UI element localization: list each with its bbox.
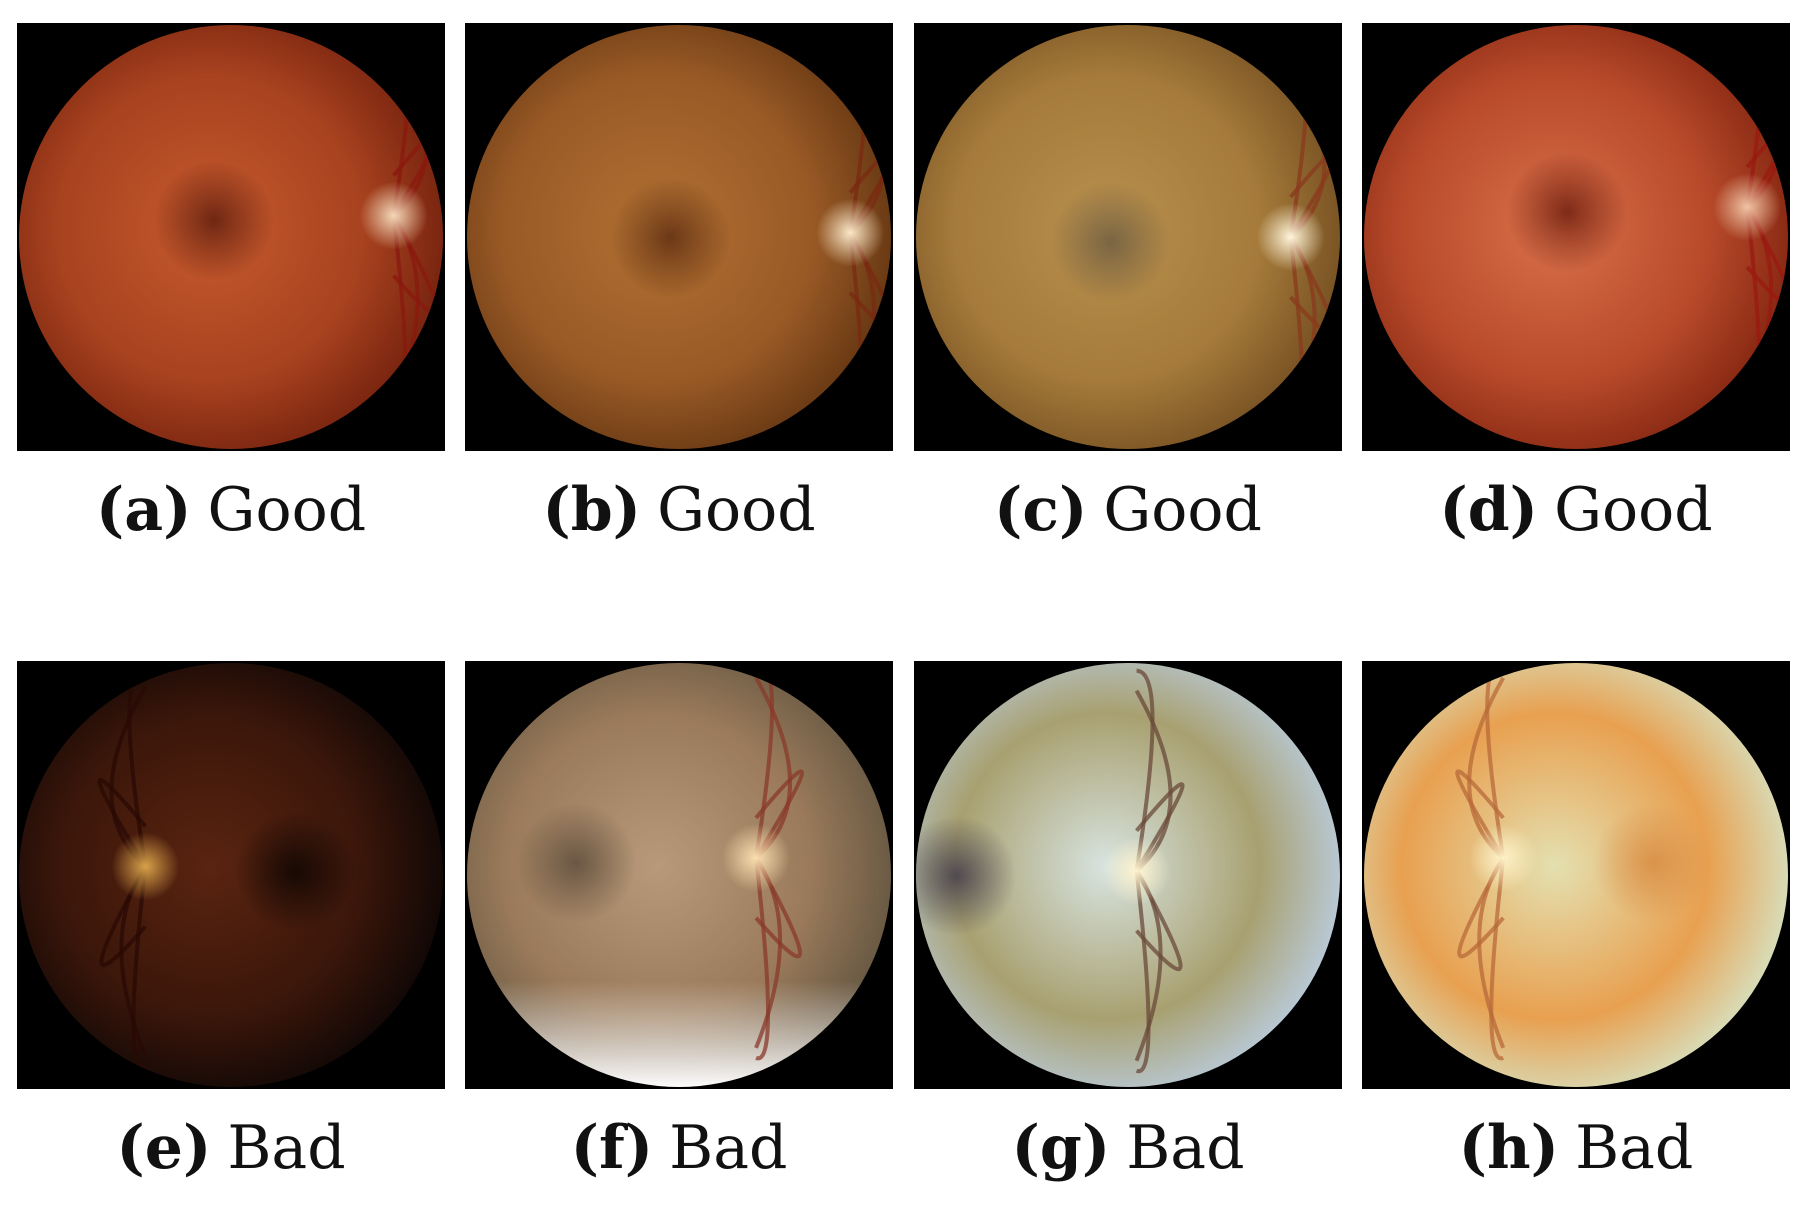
panel: (c) Good	[914, 23, 1342, 545]
panel-label: Bad	[227, 1113, 346, 1183]
fundus-image	[17, 661, 445, 1089]
panel-label: Good	[657, 475, 816, 545]
panel-label: Good	[207, 475, 367, 545]
fundus-image	[465, 23, 893, 451]
caption: (f) Bad	[425, 1113, 933, 1183]
panel-tag: (e)	[116, 1113, 212, 1183]
fundus-image	[17, 23, 445, 451]
fundus-image	[1362, 23, 1790, 451]
fundus-image	[465, 661, 893, 1089]
caption: (d) Good	[1322, 475, 1802, 545]
panel-tag: (g)	[1011, 1113, 1111, 1183]
caption: (b) Good	[425, 475, 933, 545]
panel-label: Bad	[669, 1113, 788, 1183]
fundus-image	[1362, 661, 1790, 1089]
panel-label: Good	[1554, 475, 1713, 545]
panel: (f) Bad	[465, 661, 893, 1183]
panel-label: Good	[1103, 475, 1262, 545]
panel: (b) Good	[465, 23, 893, 545]
caption: (a) Good	[0, 475, 485, 545]
panel-label: Bad	[1575, 1113, 1694, 1183]
caption: (h) Bad	[1322, 1113, 1802, 1183]
caption: (c) Good	[874, 475, 1382, 545]
panel: (g) Bad	[914, 661, 1342, 1183]
panel-label: Bad	[1126, 1113, 1245, 1183]
panel: (a) Good	[17, 23, 445, 545]
panel-tag: (b)	[542, 475, 642, 545]
fundus-image	[914, 23, 1342, 451]
panel-tag: (h)	[1458, 1113, 1560, 1183]
panel-tag: (a)	[95, 475, 192, 545]
panel: (h) Bad	[1362, 661, 1790, 1183]
caption: (e) Bad	[0, 1113, 485, 1183]
caption: (g) Bad	[874, 1113, 1382, 1183]
panel-tag: (f)	[570, 1113, 654, 1183]
panel-tag: (d)	[1439, 475, 1539, 545]
panel: (e) Bad	[17, 661, 445, 1183]
panel-tag: (c)	[994, 475, 1088, 545]
panel: (d) Good	[1362, 23, 1790, 545]
fundus-image	[914, 661, 1342, 1089]
